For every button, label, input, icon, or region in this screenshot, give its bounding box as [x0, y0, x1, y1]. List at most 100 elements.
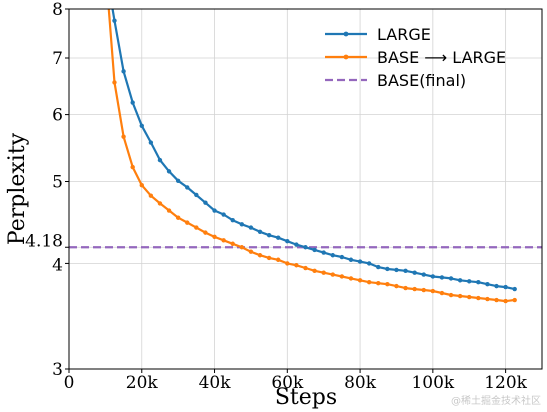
data-point: [348, 257, 354, 262]
data-point: [276, 235, 281, 240]
data-point: [339, 274, 345, 279]
data-point: [430, 288, 436, 294]
data-point: [457, 293, 463, 299]
data-point: [285, 238, 290, 244]
data-point: [166, 208, 172, 213]
data-point: [285, 261, 290, 266]
x-tick-label: 40k: [199, 373, 232, 393]
data-point: [112, 18, 117, 23]
data-point: [312, 247, 317, 253]
data-point: [394, 283, 399, 289]
data-point: [121, 134, 126, 139]
y-tick-label: 8: [52, 0, 63, 20]
data-point: [157, 201, 163, 206]
data-point: [321, 270, 326, 275]
data-point: [294, 242, 299, 247]
data-point: [221, 212, 226, 217]
x-tick-label: 60k: [271, 373, 304, 393]
data-point: [294, 263, 299, 268]
data-point: [494, 283, 499, 289]
data-point: [494, 297, 499, 303]
y-tick-label: 5: [52, 173, 63, 193]
data-point: [385, 266, 390, 272]
y-tick-label: 6: [52, 106, 63, 126]
data-point: [266, 255, 272, 261]
data-point: [330, 272, 335, 277]
legend: LARGE BASE ⟶ LARGE BASE(final): [325, 25, 506, 90]
data-point: [430, 274, 436, 279]
series-line-0: [111, 9, 515, 291]
data-point: [476, 295, 481, 301]
data-point: [312, 268, 317, 274]
data-point: [148, 140, 154, 145]
data-point: [139, 123, 144, 128]
data-point: [330, 253, 335, 258]
data-point: [139, 182, 144, 188]
data-point: [175, 178, 181, 183]
data-point: [185, 220, 190, 225]
data-point: [503, 298, 508, 304]
data-point: [421, 287, 426, 293]
data-point: [485, 296, 490, 302]
data-point: [385, 281, 390, 287]
legend-marker: [343, 31, 349, 37]
data-point: [448, 276, 454, 281]
data-point: [403, 285, 408, 291]
data-point: [130, 164, 135, 170]
data-point: [412, 270, 417, 275]
data-point: [357, 259, 363, 264]
data-point: [457, 278, 463, 283]
data-point: [130, 100, 135, 105]
data-point: [303, 245, 308, 250]
watermark-text: @稀土掘金技术社区: [451, 394, 541, 407]
data-point: [194, 225, 199, 230]
y-tick-label: 4: [52, 255, 63, 275]
data-point: [221, 238, 226, 243]
data-point: [266, 232, 272, 238]
y-axis-ticks: 3 4 4.18 5 6 7 8: [25, 0, 69, 380]
data-point: [421, 272, 426, 277]
data-point: [203, 200, 208, 205]
data-point: [185, 185, 190, 190]
x-axis-label: Steps: [275, 385, 337, 410]
data-point: [203, 230, 208, 235]
data-point: [512, 297, 517, 303]
x-axis-ticks: 0 20k 40k 60k 80k 100k 120k: [64, 369, 528, 393]
data-point: [348, 276, 354, 281]
data-point: [485, 281, 490, 287]
data-point: [503, 284, 508, 290]
data-point: [212, 208, 217, 213]
y-tick-label: 7: [52, 49, 63, 69]
data-point: [357, 278, 363, 283]
data-point: [194, 192, 199, 198]
data-point: [112, 80, 117, 85]
data-point: [366, 280, 372, 285]
data-point: [321, 250, 326, 255]
data-point: [157, 157, 163, 163]
series-lines: [107, 9, 515, 303]
data-point: [121, 69, 126, 74]
data-point: [212, 234, 217, 240]
data-point: [148, 193, 154, 198]
y-tick-label: 4.18: [25, 231, 63, 251]
data-point: [376, 264, 381, 270]
y-tick-label: 3: [52, 360, 63, 380]
data-point: [257, 253, 263, 258]
series-line-1: [107, 9, 515, 303]
data-point: [403, 268, 408, 274]
data-point: [412, 286, 417, 292]
data-point: [366, 261, 372, 266]
data-point: [257, 229, 263, 234]
data-point: [448, 292, 454, 298]
data-point: [467, 294, 472, 300]
legend-label: BASE(final): [377, 71, 466, 90]
legend-marker: [343, 54, 349, 60]
x-tick-label: 20k: [126, 373, 159, 393]
data-point: [248, 225, 254, 230]
data-point: [175, 215, 181, 220]
y-axis-label: Perplexity: [5, 132, 30, 245]
x-tick-label: 80k: [344, 373, 377, 393]
data-point: [394, 267, 399, 273]
data-point: [239, 222, 245, 227]
